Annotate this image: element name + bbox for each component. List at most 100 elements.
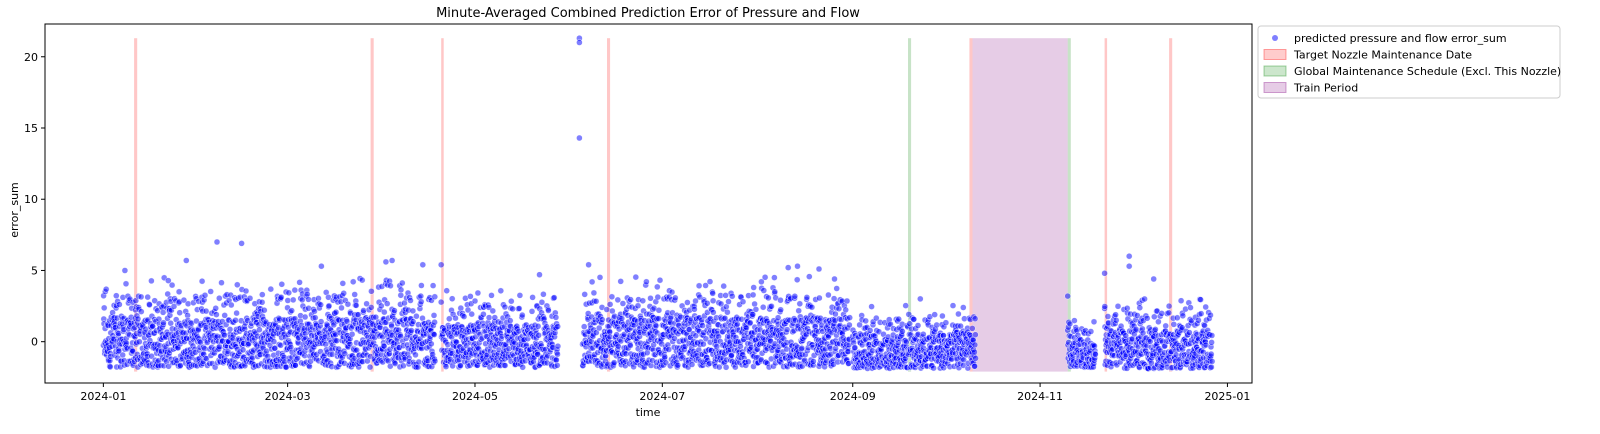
point-seg2-347: [655, 315, 662, 322]
point-seg1-37: [446, 315, 453, 322]
point-seg0-313: [168, 281, 176, 289]
point-seg3-226: [899, 328, 906, 335]
point-seg2-755: [745, 358, 752, 365]
point-seg0-274: [160, 319, 167, 326]
point-seg2-652: [722, 292, 729, 299]
point-seg0-1013: [322, 341, 329, 348]
point-seg2-581: [706, 278, 714, 285]
point-seg5-194: [1143, 315, 1151, 322]
x-tick-label: 2024-11: [1017, 390, 1063, 403]
point-seg0-553: [221, 312, 228, 319]
point-seg2-1120: [825, 291, 832, 299]
point-seg5-1: [1101, 303, 1109, 310]
point-seg0-88: [119, 351, 126, 359]
point-seg2-341: [654, 283, 661, 291]
point-seg0-528: [216, 295, 223, 302]
point-seg2-10: [581, 291, 588, 298]
point-seg2-343: [654, 293, 661, 301]
point-seg1-355: [516, 305, 523, 312]
point-seg2-62: [592, 298, 600, 305]
point-seg5-315: [1170, 321, 1178, 328]
point-seg0-463: [201, 292, 209, 299]
x-tick-label: 2024-09: [830, 390, 876, 403]
point-seg0-1448: [418, 298, 425, 305]
point-seg0-1266: [378, 302, 385, 310]
point-seg1-154: [471, 297, 479, 305]
point-seg2-682: [729, 293, 736, 300]
point-seg1-192: [480, 311, 487, 318]
x-tick-label: 2025-01: [1204, 390, 1250, 403]
point-seg0-875: [292, 362, 299, 369]
point-seg1-443: [535, 332, 542, 339]
point-outlier-2: [213, 238, 221, 246]
point-seg0-219: [148, 277, 155, 285]
point-seg1-65: [452, 314, 459, 322]
point-seg0-763: [267, 285, 274, 293]
point-seg0-583: [228, 301, 235, 309]
point-seg2-516: [692, 332, 699, 339]
point-seg0-1511: [431, 357, 439, 365]
point-seg2-8: [581, 323, 588, 330]
point-seg0-1509: [431, 319, 438, 326]
point-seg2-990: [796, 300, 803, 307]
point-seg4-30: [1071, 317, 1078, 324]
point-seg0-512: [212, 305, 219, 312]
y-tick-label: 20: [24, 51, 38, 64]
point-seg0-1362: [399, 279, 406, 287]
point-seg3-86: [868, 303, 875, 310]
point-outlier-16: [794, 263, 801, 270]
legend-label: Global Maintenance Schedule (Excl. This …: [1294, 65, 1561, 78]
point-seg0-980: [315, 295, 322, 302]
point-seg0-939: [306, 363, 313, 370]
point-seg0-1449: [418, 282, 425, 289]
point-seg3-557: [971, 315, 979, 322]
point-seg3-382: [933, 321, 940, 329]
point-seg2-219: [627, 296, 634, 303]
point-seg2-163: [615, 343, 622, 350]
point-seg0-1110: [343, 318, 351, 325]
point-seg0-1042: [328, 351, 336, 358]
point-seg3-297: [914, 322, 922, 329]
point-seg0-158: [134, 315, 142, 323]
point-seg5-292: [1165, 309, 1173, 316]
point-seg1-416: [529, 294, 536, 301]
point-seg2-423: [672, 294, 679, 302]
point-seg1-0: [438, 298, 445, 306]
point-seg0-813: [278, 281, 285, 288]
point-seg5-391: [1187, 304, 1194, 311]
vspan-1-1: [1067, 38, 1071, 372]
point-seg2-1210: [844, 348, 852, 355]
point-seg1-529: [554, 351, 561, 358]
point-seg0-134: [129, 348, 137, 355]
point-seg2-777: [749, 291, 757, 299]
point-seg2-985: [795, 307, 802, 314]
point-seg2-595: [709, 297, 717, 304]
point-seg0-919: [301, 313, 309, 321]
point-seg2-393: [665, 346, 672, 353]
point-outlier-11: [576, 39, 583, 46]
point-seg5-61: [1114, 303, 1122, 310]
point-seg2-1052: [810, 358, 817, 365]
point-seg5-182: [1141, 295, 1148, 303]
point-seg1-458: [538, 299, 546, 306]
x-axis-label: time: [636, 406, 661, 419]
point-seg0-668: [246, 295, 254, 302]
point-outlier-7: [419, 261, 426, 268]
point-seg0-965: [312, 314, 319, 321]
point-seg1-514: [551, 294, 558, 301]
point-seg0-13: [102, 286, 110, 293]
point-seg0-307: [167, 320, 174, 327]
point-seg2-1022: [803, 294, 811, 301]
point-seg2-764: [747, 319, 754, 326]
point-seg0-1025: [325, 294, 332, 301]
point-seg1-244: [491, 314, 498, 321]
point-seg5-489: [1208, 358, 1216, 365]
point-seg3-59: [862, 317, 869, 325]
vspan-1-0: [908, 38, 912, 372]
point-seg2-515: [692, 297, 699, 305]
point-seg0-515: [213, 311, 220, 318]
point-seg2-654: [722, 364, 730, 371]
point-seg1-139: [468, 310, 475, 318]
point-seg2-218: [627, 342, 634, 349]
point-seg0-1215: [366, 363, 374, 371]
